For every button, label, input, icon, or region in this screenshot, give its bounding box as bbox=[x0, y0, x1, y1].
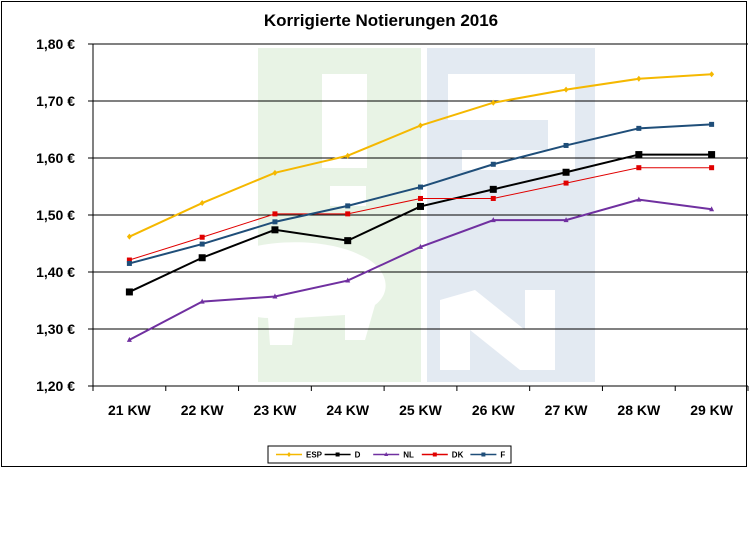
data-point bbox=[562, 168, 570, 176]
legend-label: F bbox=[500, 451, 505, 460]
data-point bbox=[417, 202, 424, 210]
legend: ESP D NL DK F bbox=[267, 445, 512, 464]
data-point bbox=[490, 195, 496, 201]
data-point bbox=[563, 86, 569, 93]
data-point bbox=[198, 254, 206, 262]
data-point bbox=[199, 298, 205, 304]
data-point bbox=[563, 142, 569, 148]
x-tick-label: 26 KW bbox=[472, 402, 516, 418]
series-f bbox=[126, 121, 715, 266]
x-axis: 21 KW 22 KW 23 KW 24 KW 25 KW 26 KW 27 KW 28 KW… bbox=[92, 386, 749, 418]
data-point bbox=[125, 288, 133, 296]
data-point bbox=[126, 260, 132, 266]
y-tick-label: 1,40 € bbox=[36, 264, 75, 280]
y-tick-label: 1,60 € bbox=[36, 150, 75, 166]
data-point bbox=[287, 452, 291, 457]
y-tick-label: 1,70 € bbox=[36, 93, 75, 109]
data-point bbox=[345, 203, 351, 209]
data-point bbox=[199, 241, 205, 247]
data-point bbox=[345, 152, 351, 159]
x-tick-label: 29 KW bbox=[690, 402, 734, 418]
legend-entry-esp: ESP bbox=[276, 451, 323, 460]
y-tick-label: 1,20 € bbox=[36, 378, 75, 394]
data-point bbox=[489, 185, 497, 193]
data-point bbox=[490, 217, 496, 223]
legend-entry-d: D bbox=[324, 451, 361, 460]
data-point bbox=[199, 200, 205, 207]
x-tick-label: 23 KW bbox=[254, 402, 298, 418]
data-point bbox=[272, 219, 278, 225]
y-tick-label: 1,80 € bbox=[36, 36, 75, 52]
data-point bbox=[709, 165, 715, 171]
data-point bbox=[432, 452, 437, 457]
data-point bbox=[272, 293, 278, 299]
data-point bbox=[335, 452, 340, 457]
series-dk bbox=[126, 165, 715, 263]
y-axis: 1,20 € 1,30 € 1,40 € 1,50 € 1,60 € 1,70 € 1,80… bbox=[36, 36, 94, 394]
data-point bbox=[636, 196, 642, 202]
x-tick-label: 27 KW bbox=[545, 402, 589, 418]
series-esp bbox=[126, 71, 715, 240]
x-tick-label: 21 KW bbox=[108, 402, 152, 418]
data-point bbox=[636, 125, 642, 131]
data-point bbox=[709, 206, 715, 212]
data-point bbox=[344, 237, 352, 245]
data-point bbox=[481, 452, 486, 457]
data-point bbox=[635, 151, 643, 159]
data-point bbox=[636, 75, 642, 82]
series-d bbox=[125, 151, 716, 296]
legend-label: D bbox=[355, 451, 361, 460]
x-tick-label: 22 KW bbox=[181, 402, 225, 418]
data-point bbox=[418, 184, 423, 190]
y-tick-label: 1,30 € bbox=[36, 321, 75, 337]
data-point bbox=[126, 257, 132, 263]
data-point bbox=[126, 233, 132, 240]
data-point bbox=[271, 226, 279, 234]
chart-title: Korrigierte Notierungen 2016 bbox=[264, 11, 498, 30]
data-point bbox=[418, 243, 423, 249]
data-point bbox=[345, 211, 351, 217]
series-nl bbox=[126, 196, 715, 342]
data-point bbox=[708, 151, 716, 159]
data-point bbox=[199, 234, 205, 240]
x-tick-label: 24 KW bbox=[326, 402, 370, 418]
data-point bbox=[563, 217, 569, 223]
legend-entry-nl: NL bbox=[373, 451, 414, 460]
data-point bbox=[272, 211, 278, 217]
x-tick-label: 28 KW bbox=[617, 402, 661, 418]
legend-label: DK bbox=[452, 451, 464, 460]
legend-label: ESP bbox=[306, 451, 323, 460]
grid-lines bbox=[93, 43, 748, 387]
data-point bbox=[272, 169, 278, 176]
legend-entry-dk: DK bbox=[421, 451, 464, 460]
data-point bbox=[126, 336, 132, 342]
data-point bbox=[384, 452, 389, 456]
y-tick-label: 1,50 € bbox=[36, 207, 75, 223]
legend-entry-f: F bbox=[470, 451, 505, 460]
data-point bbox=[709, 71, 715, 78]
data-point bbox=[490, 99, 496, 106]
data-point bbox=[709, 121, 715, 127]
data-point bbox=[418, 122, 423, 129]
series-layer bbox=[125, 71, 716, 342]
data-point bbox=[490, 161, 496, 167]
data-point bbox=[345, 277, 351, 283]
x-tick-label: 25 KW bbox=[399, 402, 443, 418]
data-point bbox=[636, 165, 642, 171]
data-point bbox=[418, 195, 423, 201]
legend-label: NL bbox=[403, 451, 414, 460]
data-point bbox=[563, 180, 569, 186]
